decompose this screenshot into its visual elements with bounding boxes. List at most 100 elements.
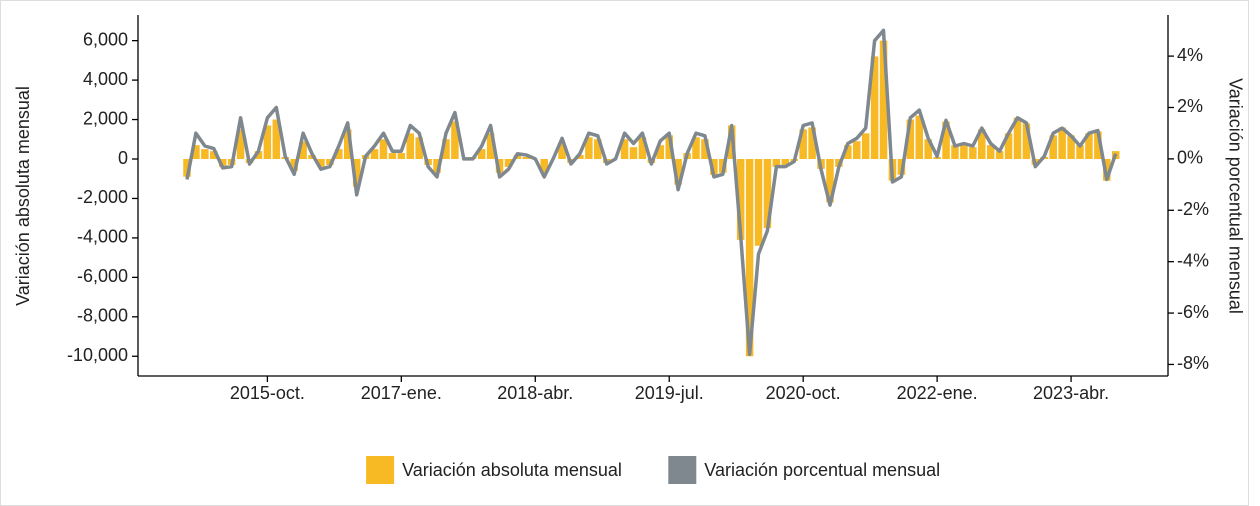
bar: [326, 159, 334, 165]
y-tick-label: 0: [118, 148, 128, 168]
bar: [674, 159, 682, 185]
line: [185, 28, 1118, 356]
bar: [415, 137, 423, 160]
bar: [879, 40, 888, 160]
bar: [1085, 133, 1093, 160]
bar: [638, 137, 647, 160]
bar: [272, 119, 281, 160]
bar: [844, 145, 852, 160]
bar: [808, 127, 816, 160]
bar: [656, 145, 665, 160]
bar: [826, 159, 834, 203]
bar: [951, 145, 959, 160]
y-tick-label: -2,000: [77, 187, 128, 207]
bar: [763, 159, 772, 229]
bar: [540, 159, 548, 173]
bar: [218, 159, 227, 167]
y-tick-label: 4,000: [83, 69, 128, 89]
bar: [290, 159, 298, 171]
bar: [1004, 133, 1013, 160]
bar: [495, 159, 504, 173]
bar: [781, 159, 790, 165]
y2-tick-label: -8%: [1177, 353, 1209, 373]
bar: [451, 121, 459, 160]
bar: [1058, 127, 1066, 160]
bar: [1013, 117, 1022, 160]
bar: [1076, 145, 1084, 160]
legend-swatch: [668, 456, 697, 484]
bar: [799, 129, 807, 160]
bar: [379, 139, 388, 160]
bar: [870, 56, 879, 160]
legend-label: Variación porcentual mensual: [704, 460, 940, 480]
y-tick-label: -6,000: [77, 266, 128, 286]
bar: [317, 159, 325, 167]
bar: [915, 115, 924, 160]
bar: [299, 141, 307, 160]
bar: [504, 159, 513, 167]
bar: [183, 159, 191, 177]
x-tick-label: 2019-jul.: [635, 383, 704, 403]
bar: [665, 135, 673, 160]
bar: [210, 151, 218, 160]
y-tick-label: 2,000: [83, 108, 128, 128]
y2-axis-title: Variación porcentual mensual: [1225, 78, 1245, 314]
y2-tick-label: 4%: [1177, 45, 1203, 65]
x-tick-label: 2017-ene.: [361, 383, 442, 403]
bar: [620, 139, 629, 160]
bar: [629, 147, 638, 160]
bar: [978, 129, 986, 160]
bar: [960, 145, 968, 160]
y-tick-label: -10,000: [67, 345, 128, 365]
bar: [254, 151, 263, 160]
bar: [370, 149, 379, 160]
bar: [388, 153, 397, 160]
y-tick-label: 6,000: [83, 29, 128, 49]
y2-tick-label: 0%: [1177, 148, 1203, 168]
bar: [477, 149, 486, 160]
bar: [263, 125, 272, 160]
bar: [397, 153, 406, 160]
bar: [701, 139, 709, 160]
bar: [486, 133, 495, 160]
x-tick-label: 2018-abr.: [497, 383, 573, 403]
bar: [861, 133, 870, 160]
bar: [201, 149, 209, 160]
bar: [1067, 135, 1075, 160]
y-axis-title: Variación absoluta mensual: [13, 86, 33, 306]
bar: [1094, 131, 1102, 160]
bar: [522, 157, 531, 160]
bar: [576, 155, 584, 160]
x-tick-label: 2022-ene.: [897, 383, 978, 403]
bar: [924, 139, 932, 160]
y-tick-label: -8,000: [77, 306, 128, 326]
bar: [1049, 135, 1057, 160]
bar: [1022, 123, 1031, 160]
bar: [236, 129, 245, 160]
y2-tick-label: -2%: [1177, 199, 1209, 219]
y2-tick-label: 2%: [1177, 96, 1203, 116]
bar: [442, 139, 450, 160]
legend-swatch: [366, 456, 395, 484]
y2-tick-label: -6%: [1177, 302, 1209, 322]
x-tick-label: 2023-abr.: [1033, 383, 1109, 403]
bar: [558, 143, 566, 160]
y2-tick-label: -4%: [1177, 250, 1209, 270]
bar: [906, 119, 915, 160]
bar: [433, 159, 441, 173]
bar: [942, 121, 950, 160]
bar: [986, 145, 995, 160]
bar: [585, 137, 593, 160]
bar: [745, 159, 754, 357]
legend-label: Variación absoluta mensual: [402, 460, 622, 480]
bar: [594, 139, 602, 160]
bar: [754, 159, 763, 246]
x-tick-label: 2015-oct.: [230, 383, 305, 403]
bar: [852, 141, 861, 160]
x-tick-label: 2020-oct.: [766, 383, 841, 403]
bar: [692, 137, 700, 160]
bar: [343, 129, 352, 160]
bar: [352, 159, 361, 187]
